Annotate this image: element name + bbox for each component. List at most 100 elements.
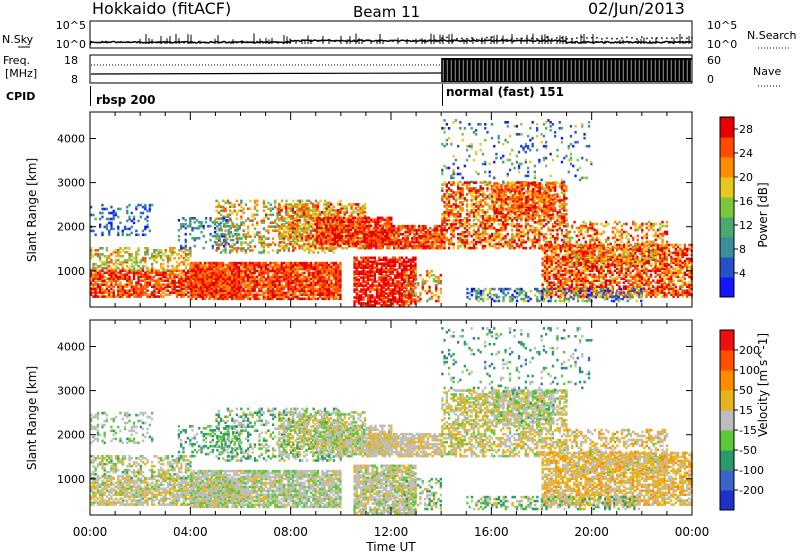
data-cell <box>408 242 412 246</box>
data-cell <box>110 269 113 273</box>
data-cell <box>382 282 385 285</box>
data-cell <box>387 296 390 299</box>
data-cell <box>119 277 122 280</box>
data-cell <box>411 238 414 242</box>
data-cell <box>328 277 331 281</box>
data-cell <box>318 226 321 230</box>
data-cell <box>194 267 198 271</box>
data-cell <box>260 269 263 273</box>
data-cell <box>463 234 466 238</box>
data-cell <box>363 242 366 245</box>
data-cell <box>328 263 331 267</box>
data-cell <box>135 262 138 266</box>
data-cell <box>224 209 227 213</box>
data-cell <box>441 221 444 224</box>
data-cell <box>301 285 304 289</box>
data-cell <box>246 297 250 301</box>
freq-left-tick-bottom: 8 <box>71 73 78 86</box>
data-cell <box>291 230 294 234</box>
data-cell <box>477 195 480 198</box>
data-cell <box>377 244 380 248</box>
data-cell <box>192 289 195 293</box>
data-cell <box>231 275 234 279</box>
data-cell <box>119 281 122 284</box>
data-cell <box>94 266 97 270</box>
data-cell <box>240 289 243 293</box>
data-cell <box>298 221 302 224</box>
data-cell <box>221 277 225 281</box>
data-cell <box>447 223 451 226</box>
data-cell <box>203 269 207 273</box>
data-cell <box>445 195 448 198</box>
data-cell <box>173 247 176 250</box>
data-cell <box>310 289 313 293</box>
data-cell <box>312 203 315 206</box>
data-cell <box>303 265 306 269</box>
data-cell <box>289 271 292 275</box>
data-cell <box>171 283 174 286</box>
data-cell <box>472 211 476 214</box>
data-cell <box>316 287 320 291</box>
data-cell <box>219 213 223 217</box>
data-cell <box>468 215 471 218</box>
data-cell <box>385 292 388 295</box>
data-cell <box>338 226 341 230</box>
data-cell <box>398 290 401 293</box>
data-cell <box>166 283 170 286</box>
data-cell <box>255 265 259 269</box>
data-cell <box>375 292 379 295</box>
data-cell <box>341 246 344 250</box>
data-cell <box>412 277 415 281</box>
search-noise-dot <box>601 38 603 40</box>
data-cell <box>219 281 222 285</box>
data-cell <box>215 295 218 299</box>
data-cell <box>468 187 471 190</box>
data-cell <box>387 288 390 291</box>
data-cell <box>314 271 317 275</box>
data-cell <box>441 187 444 190</box>
data-cell <box>387 286 390 289</box>
data-cell <box>385 302 388 305</box>
data-cell <box>340 236 343 239</box>
data-cell <box>166 289 170 292</box>
data-cell <box>215 249 218 252</box>
data-cell <box>221 293 225 297</box>
data-cell <box>399 246 403 250</box>
data-cell <box>343 238 346 242</box>
data-cell <box>90 268 93 272</box>
data-cell <box>443 195 446 198</box>
data-cell <box>339 203 342 206</box>
data-cell <box>484 197 487 200</box>
data-cell <box>316 209 319 212</box>
data-cell <box>366 274 370 277</box>
data-cell <box>443 193 446 196</box>
data-cell <box>307 215 310 218</box>
data-cell <box>375 294 379 297</box>
data-cell <box>251 265 254 269</box>
data-cell <box>101 291 104 294</box>
data-cell <box>280 207 284 211</box>
data-cell <box>407 264 410 267</box>
data-cell <box>322 220 325 224</box>
data-cell <box>219 297 222 301</box>
data-cell <box>414 269 418 273</box>
data-cell <box>406 246 409 250</box>
data-cell <box>171 291 174 294</box>
data-cell <box>307 209 310 212</box>
data-cell <box>334 291 338 295</box>
data-cell <box>251 223 254 226</box>
data-cell <box>431 240 434 244</box>
data-cell <box>278 219 281 222</box>
data-cell <box>334 277 338 281</box>
data-cell <box>256 223 259 226</box>
data-cell <box>160 262 163 266</box>
data-cell <box>239 291 242 294</box>
data-cell <box>321 273 324 277</box>
data-cell <box>345 205 349 208</box>
data-cell <box>328 289 331 293</box>
data-cell <box>414 282 417 285</box>
data-cell <box>221 281 225 285</box>
data-cell <box>324 242 328 245</box>
data-cell <box>298 201 302 205</box>
data-cell <box>303 211 306 214</box>
